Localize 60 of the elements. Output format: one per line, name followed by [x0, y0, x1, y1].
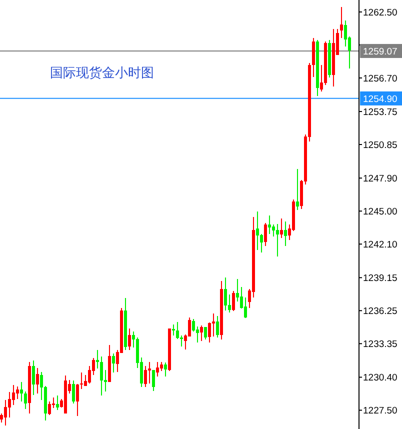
candlestick: [152, 369, 155, 392]
candlestick: [20, 381, 23, 402]
y-tick-label: 1250.85: [363, 140, 398, 151]
candlestick: [144, 365, 147, 388]
candlestick: [36, 368, 39, 394]
candlestick: [284, 220, 287, 246]
y-tick-label: 1239.15: [363, 272, 398, 284]
candlestick: [24, 390, 27, 410]
candlestick: [112, 352, 115, 374]
candlestick: [76, 384, 79, 416]
candlestick: [208, 322, 211, 344]
y-tick-label: 1242.10: [363, 239, 398, 250]
candlestick: [344, 20, 347, 48]
y-tick-label: 1245.00: [363, 206, 398, 218]
candlestick: [172, 324, 175, 336]
candlestick: [56, 394, 59, 411]
text: 国际现货金小时图: [50, 66, 154, 81]
y-tick-label: 1227.50: [363, 406, 398, 417]
candlestick: [268, 215, 271, 234]
candlestick: [32, 360, 35, 396]
candlestick: [16, 386, 19, 400]
candlestick: [192, 318, 195, 332]
candlestick: [216, 315, 219, 338]
ref-line-label: 1254.90: [363, 94, 398, 105]
candlestick: [276, 224, 279, 258]
ref-line-label: 1259.07: [363, 46, 398, 58]
candlestick: [12, 384, 15, 406]
candlestick: [232, 290, 235, 312]
candlestick: [264, 222, 267, 246]
candlestick: [312, 38, 315, 78]
candlestick: [156, 361, 159, 378]
y-tick-label: 1230.40: [363, 372, 398, 384]
candlestick: [4, 399, 7, 426]
candlestick: [176, 322, 179, 340]
candlestick: [256, 211, 259, 250]
candlestick: [296, 168, 299, 210]
y-tick-label: 1253.75: [363, 106, 398, 118]
candlestick: [72, 380, 75, 404]
candlestick: [160, 361, 163, 372]
candlestick: [100, 356, 103, 396]
candlestick: [188, 316, 191, 337]
candlestick: [84, 374, 87, 386]
candlestick: [204, 326, 207, 340]
candlestick: [272, 224, 275, 238]
candlestick: [128, 328, 131, 350]
candlestick: [200, 324, 203, 342]
y-tick-label: 1236.25: [363, 306, 398, 317]
candlestick: [224, 277, 227, 312]
y-tick-label: 1233.35: [363, 338, 398, 350]
candlestick: [48, 401, 51, 416]
y-tick-label: 1262.50: [363, 7, 398, 18]
candlestick: [8, 392, 11, 418]
y-tick-label: 1256.70: [363, 73, 398, 84]
candlestick: [340, 6, 343, 39]
candlestick: [96, 349, 99, 370]
candlestick: [164, 362, 167, 378]
y-tick-label: 1247.90: [363, 173, 398, 184]
candlestick: [148, 361, 151, 384]
candlestick: [280, 218, 283, 238]
candlestick: [244, 297, 247, 319]
